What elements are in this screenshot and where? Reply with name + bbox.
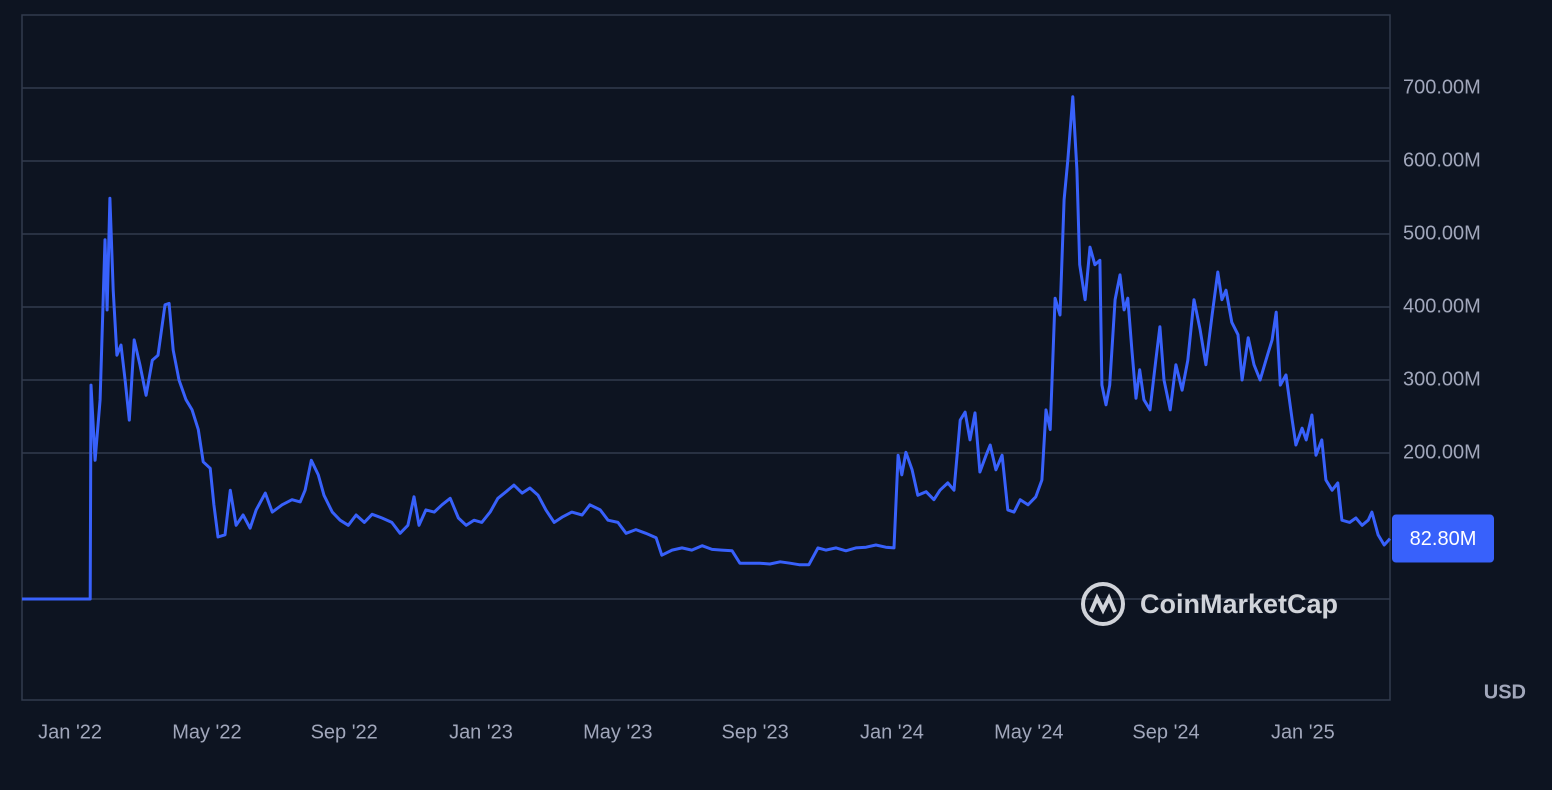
x-tick-label: Sep '24 [1132,721,1199,743]
x-tick-label: May '23 [583,721,652,743]
current-value-label: 82.80M [1410,528,1477,550]
watermark-text: CoinMarketCap [1140,589,1338,619]
x-tick-label: Jan '25 [1271,721,1335,743]
watermark-logo [1081,582,1125,626]
y-tick-label: 500.00M [1403,222,1481,244]
current-value-badge [1392,514,1494,563]
price-line [22,95,1392,601]
y-tick-label: 200.00M [1403,441,1481,463]
x-tick-label: May '24 [994,721,1063,743]
y-tick-label: 600.00M [1403,149,1481,171]
y-tick-label: 400.00M [1403,295,1481,317]
watermark-logo-mark [1089,593,1117,615]
x-tick-label: Sep '23 [721,721,788,743]
y-tick-label: 700.00M [1403,76,1481,98]
x-tick-label: Sep '22 [311,721,378,743]
x-tick-label: Jan '22 [38,721,102,743]
x-tick-label: May '22 [172,721,241,743]
currency-label: USD [1484,681,1526,703]
plot-frame [21,14,1391,701]
x-tick-label: Jan '23 [449,721,513,743]
y-tick-label: 300.00M [1403,368,1481,390]
watermark: CoinMarketCap [1081,582,1338,626]
x-tick-label: Jan '24 [860,721,924,743]
